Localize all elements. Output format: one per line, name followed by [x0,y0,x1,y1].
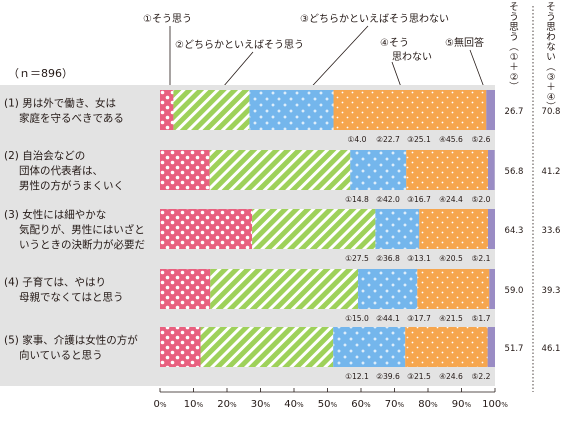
total-disagree-value: 70.8 [542,107,561,117]
value-label: ②36.8 [376,254,400,263]
category-label: (4) 子育ては、やはり母親でなくてはと思う [4,276,123,304]
bar-segment [252,209,376,249]
legend-callout: ⑤無回答 [445,36,484,49]
x-tick-label: 60% [351,399,371,410]
bar-segment [487,209,495,249]
bar-segment [375,209,420,249]
legend-callout: ④そう思わない [380,37,432,63]
x-tick-label: 40% [284,399,304,410]
value-label: ①27.5 [345,254,369,263]
value-label: ③17.7 [407,314,431,323]
total-agree-value: 64.3 [505,226,524,236]
bar-segment [249,90,334,130]
x-tick-label: 10% [184,399,204,410]
x-tick-label: 100% [482,399,508,410]
total-disagree-value: 46.1 [542,344,561,354]
bar-segment [209,150,351,190]
total-agree-header: そう思う︵ ① ＋ ② ︶ [509,2,519,93]
total-disagree-value: 39.3 [542,286,561,296]
category-labels: (1) 男は外で働き、女は家庭を守るべきである (2) 自治会などの団体の代表者は… [4,97,145,362]
bar-segment [210,269,358,309]
value-label: ⑤2.6 [472,135,491,144]
totals-columns: 26.7 56.8 64.3 59.0 51.7 70.8 41.2 33.6 39.3 46.1… [505,2,561,392]
bar-segment [160,269,211,309]
value-label: ④24.4 [439,195,463,204]
category-label: (5) 家事、介護は女性の方が向いていると思う [4,334,138,362]
value-label: ①12.1 [345,372,369,381]
bar-segment [419,209,488,249]
bar-segment [357,269,418,309]
x-tick-label: 70% [385,399,405,410]
bar-segment [486,90,495,130]
value-label: ①14.8 [345,195,369,204]
bar-segment [406,150,488,190]
total-agree-value: 59.0 [505,286,524,296]
bar-segment [489,269,495,309]
bar-segment [405,327,488,367]
value-label: ③16.7 [407,195,431,204]
bar-segment [173,90,250,130]
total-disagree-value: 33.6 [542,226,561,236]
value-label: ③25.1 [407,135,431,144]
total-disagree-value: 41.2 [542,167,561,177]
value-label: ③13.1 [407,254,431,263]
x-tick-label: 80% [418,399,438,410]
total-agree-value: 56.8 [505,167,524,177]
x-tick-label: 30% [251,399,271,410]
bar-segment [487,327,495,367]
bars [160,90,495,367]
value-label: ②39.6 [376,372,400,381]
bar-segment [160,90,174,130]
value-label: ③21.5 [407,372,431,381]
bar-segment [160,150,210,190]
value-labels: ①4.0 ②22.7 ③25.1 ④45.6 ⑤2.6 ①14.8 ②42.0 ③16.7 ④2… [345,135,490,381]
bar-segment [417,269,490,309]
bar-segment [333,90,487,130]
total-agree-value: 51.7 [505,344,524,354]
category-label: (3) 女性には細やかな気配りが、男性にはいざというときの決断力が必要だ [4,208,145,251]
x-tick-label: 20% [217,399,237,410]
x-tick-label: 50% [318,399,338,410]
legend-callout: ③どちらかといえばそう思わない [300,13,449,25]
value-label: ④21.5 [439,314,463,323]
value-label: ⑤1.7 [472,314,491,323]
category-label: (1) 男は外で働き、女は家庭を守るべきである [4,97,124,125]
bar-segment [200,327,334,367]
value-label: ①15.0 [345,314,369,323]
bar-segment [487,150,495,190]
value-label: ④20.5 [439,254,463,263]
total-disagree-header: そう思わない︵ ③ ＋ ④ ︶ [546,2,556,113]
bar-segment [333,327,406,367]
value-label: ④45.6 [439,135,463,144]
legend-callout: ②どちらかといえばそう思う [175,39,304,51]
total-agree-value: 26.7 [505,107,524,117]
x-tick-label: 0% [153,399,166,410]
sample-size-label: （ｎ＝896） [8,67,73,80]
category-label: (2) 自治会などの団体の代表者は、男性の方がうまくいく [4,149,124,192]
value-label: ④24.6 [439,372,463,381]
legend-callout: ①そう思う [143,13,192,25]
value-label: ②22.7 [376,135,400,144]
bar-segment [160,327,201,367]
x-axis: 0% 10% 20% 30% 40% 50% 60% 70% 80% 90% 100% [153,388,508,410]
value-label: ⑤2.1 [472,254,491,263]
x-tick-label: 90% [452,399,472,410]
value-label: ⑤2.0 [472,195,491,204]
bar-segment [160,209,253,249]
value-label: ②42.0 [376,195,400,204]
value-label: ②44.1 [376,314,400,323]
bar-segment [350,150,407,190]
value-label: ①4.0 [348,135,367,144]
value-label: ⑤2.2 [472,372,491,381]
